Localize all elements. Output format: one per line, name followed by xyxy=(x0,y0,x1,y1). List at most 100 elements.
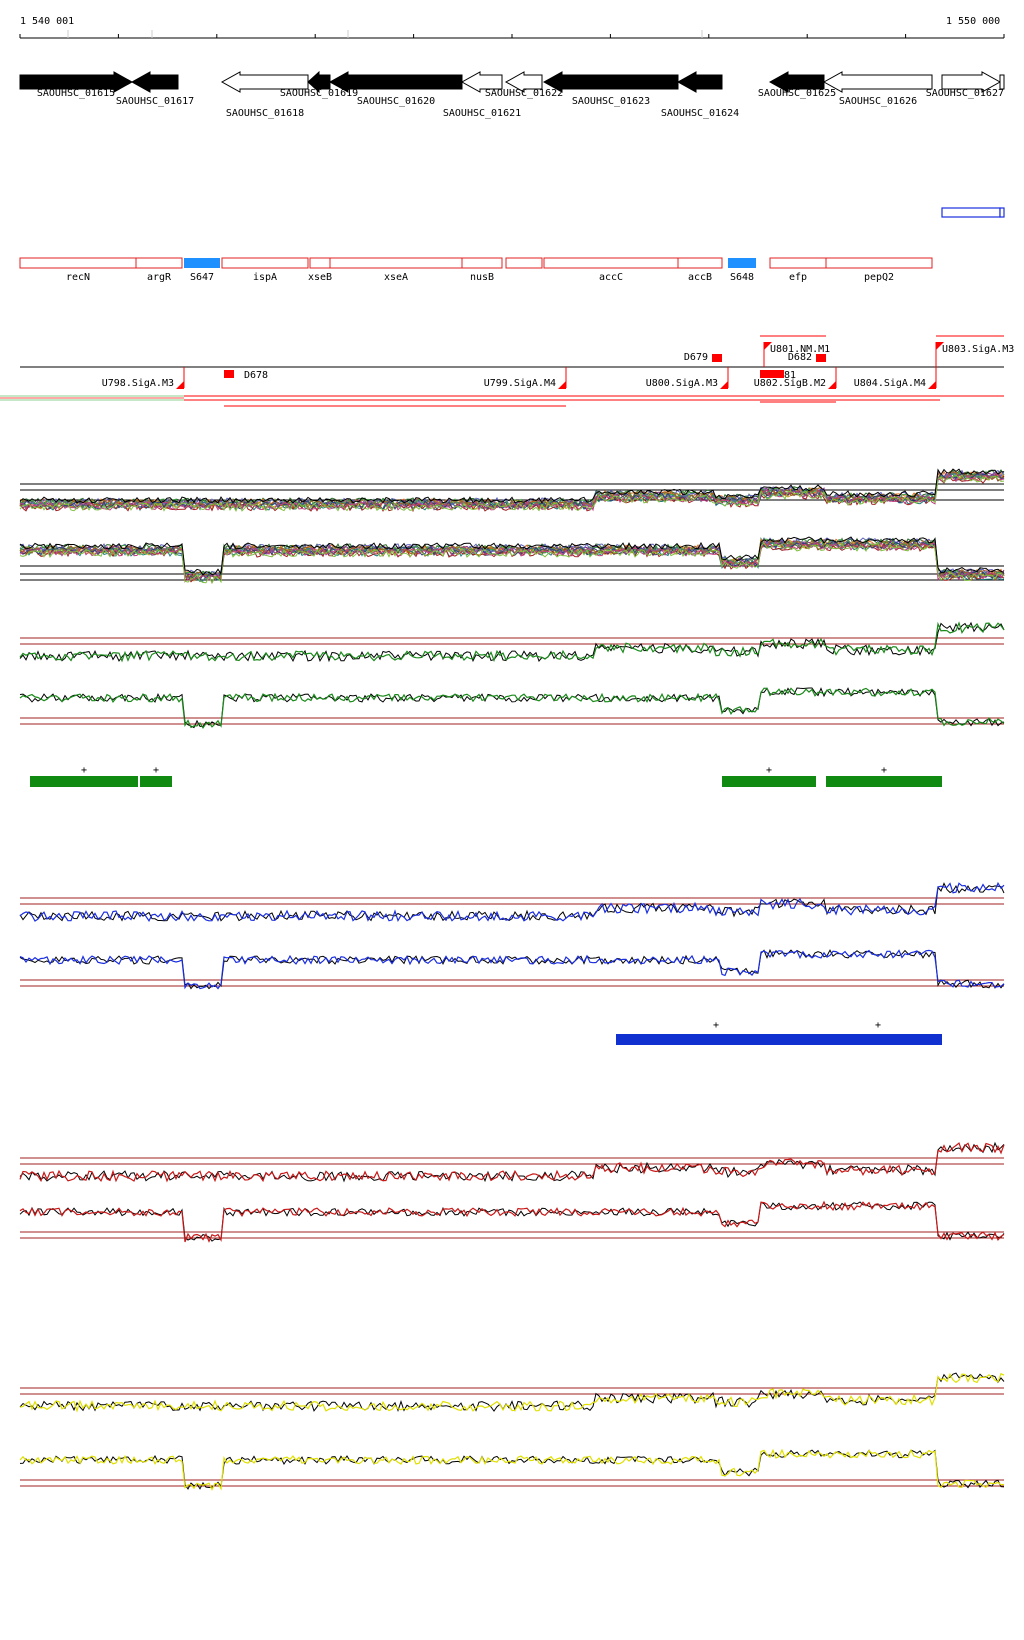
tu-marker-flag xyxy=(828,381,836,389)
expression-line xyxy=(19,536,1005,576)
expression-line xyxy=(19,474,1005,513)
gene-label: SAOUHSC_01618 xyxy=(226,108,304,119)
gene-arrow xyxy=(19,71,134,93)
feature-label: xseB xyxy=(308,272,332,283)
expression-line xyxy=(19,621,1005,663)
blue-segment xyxy=(616,1034,942,1045)
expression-line xyxy=(19,542,1005,584)
green-segment xyxy=(722,776,816,787)
expression-line xyxy=(19,949,1005,990)
expression-line xyxy=(19,687,1005,729)
feature-label: S648 xyxy=(730,272,754,283)
gene-arrow xyxy=(822,71,933,93)
downstream-label: D681 xyxy=(772,370,796,381)
downstream-marker xyxy=(224,370,234,378)
coordinate-ruler: 1 540 001 1 550 000 xyxy=(19,16,1005,39)
expression-line xyxy=(19,1448,1005,1491)
tu-marker-flag xyxy=(764,342,772,350)
tu-label: U801.NM.M1 xyxy=(770,344,830,355)
gene-arrow xyxy=(130,71,179,93)
feature-box xyxy=(769,257,827,269)
expression-line xyxy=(19,1200,1005,1243)
feature-box xyxy=(221,257,309,269)
expression-line xyxy=(19,881,1005,922)
tu-marker-flag xyxy=(936,342,944,350)
gene-arrow xyxy=(220,71,309,93)
feature-label: S647 xyxy=(190,272,214,283)
feature-label: xseA xyxy=(384,272,408,283)
expression-line xyxy=(19,1142,1005,1183)
feature-label: efp xyxy=(789,272,807,283)
feature-box xyxy=(461,257,503,269)
right-edge-marker xyxy=(941,207,1005,218)
tu-marker-flag xyxy=(558,381,566,389)
feature-box xyxy=(309,257,331,269)
expression-line xyxy=(19,621,1005,663)
expression-line xyxy=(19,473,1005,512)
feature-label: accC xyxy=(599,272,623,283)
expression-line xyxy=(19,1201,1005,1242)
feature-label: nusB xyxy=(470,272,494,283)
expression-line xyxy=(19,1372,1005,1413)
tu-marker-flag xyxy=(176,381,184,389)
gene-label: SAOUHSC_01626 xyxy=(839,96,917,107)
gene-arrow xyxy=(542,71,679,93)
expression-line xyxy=(19,468,1005,504)
tu-label: U804.SigA.M4 xyxy=(854,378,926,389)
expression-track xyxy=(19,468,1005,1491)
segment-sign: + xyxy=(153,765,159,776)
segment-track: + + + + + + xyxy=(30,765,942,1045)
feature-box xyxy=(505,257,543,269)
downstream-marker xyxy=(816,354,826,362)
feature-label: argR xyxy=(147,272,172,283)
feature-label: ispA xyxy=(253,272,277,283)
feature-label: pepQ2 xyxy=(864,272,894,283)
gene-label: SAOUHSC_01615 xyxy=(37,88,115,99)
gene-arrow xyxy=(504,71,543,93)
gene-label: SAOUHSC_01623 xyxy=(572,96,650,107)
tu-label: U803.SigA.M3 xyxy=(942,344,1014,355)
feature-box xyxy=(825,257,933,269)
feature-box xyxy=(19,257,137,269)
tu-label: U798.SigA.M3 xyxy=(102,378,174,389)
tu-marker-flag xyxy=(720,381,728,389)
tu-marker-flag xyxy=(928,381,936,389)
expression-line xyxy=(19,1141,1005,1183)
green-segment xyxy=(30,776,138,787)
green-segment xyxy=(826,776,942,787)
downstream-label: D682 xyxy=(788,352,812,363)
gene-arrow xyxy=(307,70,331,94)
srna-box xyxy=(728,258,756,268)
feature-label: recN xyxy=(66,272,90,283)
expression-line xyxy=(19,1449,1005,1490)
green-segment xyxy=(140,776,172,787)
segment-sign: + xyxy=(881,765,887,776)
feature-box xyxy=(543,257,679,269)
expression-line xyxy=(19,687,1005,730)
segment-sign: + xyxy=(713,1020,719,1031)
ruler-end-label: 1 550 000 xyxy=(946,16,1000,27)
segment-sign: + xyxy=(875,1020,881,1031)
feature-box xyxy=(135,257,183,269)
downstream-marker xyxy=(760,370,784,378)
gene-arrow xyxy=(941,71,1002,93)
segment-sign: + xyxy=(766,765,772,776)
downstream-label: D679 xyxy=(684,352,708,363)
gene-arrow xyxy=(676,71,723,93)
tu-label: U800.SigA.M3 xyxy=(646,378,718,389)
tu-label: U802.SigB.M2 xyxy=(754,378,826,389)
transcription-unit-track: U798.SigA.M3 U799.SigA.M4 U800.SigA.M3 U802… xyxy=(0,335,1014,407)
gene-arrow-cap xyxy=(999,74,1005,90)
gene-label: SAOUHSC_01620 xyxy=(357,96,435,107)
ruler-start-label: 1 540 001 xyxy=(20,16,74,27)
gene-label: SAOUHSC_01621 xyxy=(443,108,521,119)
gene-label: SAOUHSC_01625 xyxy=(758,88,836,99)
gene-label: SAOUHSC_01617 xyxy=(116,96,194,107)
feature-track: recN argR S647 ispA xseB xseA nusB accC accB S648… xyxy=(19,257,933,283)
gene-label: SAOUHSC_01619 xyxy=(280,88,358,99)
downstream-marker xyxy=(712,354,722,362)
gene-label: SAOUHSC_01627 xyxy=(926,88,1004,99)
downstream-label: D678 xyxy=(244,370,268,381)
